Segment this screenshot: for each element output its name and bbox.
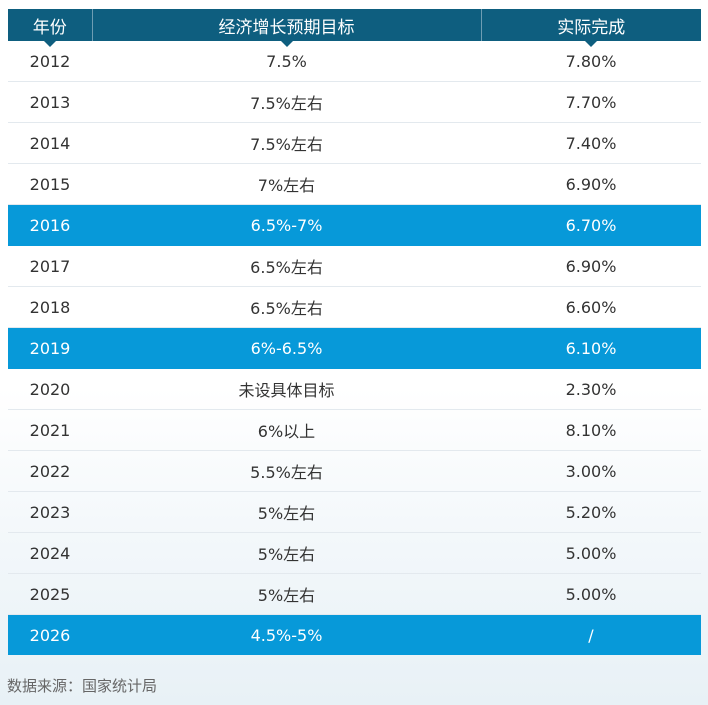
header-year-label: 年份	[32, 17, 67, 38]
growth-target-table: 年份 经济增长预期目标 实际完成 2012 7.5% 7.80% 2013 7.5%左右…	[8, 9, 701, 655]
cell-year: 2023	[8, 491, 92, 533]
cell-year: 2021	[8, 409, 92, 451]
cell-year: 2012	[8, 41, 92, 82]
cell-year: 2022	[8, 450, 92, 492]
table-row: 2021 6%以上 8.10%	[8, 409, 701, 451]
header-actual-label: 实际完成	[557, 17, 626, 38]
table-row: 2017 6.5%左右 6.90%	[8, 245, 701, 287]
cell-actual: 7.80%	[481, 41, 701, 82]
data-table-container: 年份 经济增长预期目标 实际完成 2012 7.5% 7.80% 2013 7.5%左右…	[8, 9, 701, 655]
table-row: 2019 6%-6.5% 6.10%	[8, 327, 701, 369]
cell-target: 4.5%-5%	[92, 614, 481, 655]
cell-actual: 5.00%	[481, 573, 701, 615]
cell-actual: 5.20%	[481, 491, 701, 533]
cell-target: 5%左右	[92, 491, 481, 533]
header-notch	[585, 41, 598, 47]
cell-year: 2013	[8, 81, 92, 123]
table-row: 2016 6.5%-7% 6.70%	[8, 204, 701, 246]
cell-year: 2019	[8, 327, 92, 369]
cell-target: 6%以上	[92, 409, 481, 451]
cell-target: 7.5%左右	[92, 81, 481, 123]
table-row: 2020 未设具体目标 2.30%	[8, 368, 701, 410]
table-row: 2024 5%左右 5.00%	[8, 532, 701, 574]
table-row: 2025 5%左右 5.00%	[8, 573, 701, 615]
cell-target: 7.5%左右	[92, 122, 481, 164]
cell-actual: 3.00%	[481, 450, 701, 492]
table-row: 2015 7%左右 6.90%	[8, 163, 701, 205]
table-row: 2023 5%左右 5.20%	[8, 491, 701, 533]
cell-actual: 8.10%	[481, 409, 701, 451]
table-row: 2018 6.5%左右 6.60%	[8, 286, 701, 328]
header-actual: 实际完成	[481, 9, 701, 47]
cell-target: 7.5%	[92, 41, 481, 82]
header-year: 年份	[8, 9, 93, 47]
cell-target: 未设具体目标	[92, 368, 481, 410]
cell-year: 2016	[8, 204, 92, 246]
cell-actual: 6.90%	[481, 245, 701, 287]
cell-year: 2020	[8, 368, 92, 410]
table-body: 2012 7.5% 7.80% 2013 7.5%左右 7.70% 2014 7.5%左右 7.…	[8, 41, 701, 655]
source-note: 数据来源：国家统计局	[7, 677, 158, 695]
cell-target: 6.5%左右	[92, 286, 481, 328]
cell-year: 2017	[8, 245, 92, 287]
header-notch	[43, 41, 56, 47]
cell-actual: /	[481, 614, 701, 655]
table-header-row: 年份 经济增长预期目标 实际完成	[8, 9, 701, 47]
cell-actual: 6.90%	[481, 163, 701, 205]
cell-year: 2024	[8, 532, 92, 574]
header-notch	[280, 41, 293, 47]
cell-target: 7%左右	[92, 163, 481, 205]
cell-actual: 6.10%	[481, 327, 701, 369]
cell-year: 2014	[8, 122, 92, 164]
cell-target: 6.5%左右	[92, 245, 481, 287]
cell-target: 5%左右	[92, 532, 481, 574]
cell-target: 5%左右	[92, 573, 481, 615]
cell-year: 2015	[8, 163, 92, 205]
cell-year: 2025	[8, 573, 92, 615]
cell-year: 2018	[8, 286, 92, 328]
cell-year: 2026	[8, 614, 92, 655]
cell-actual: 7.40%	[481, 122, 701, 164]
cell-actual: 6.60%	[481, 286, 701, 328]
header-target: 经济增长预期目标	[92, 9, 482, 47]
cell-actual: 7.70%	[481, 81, 701, 123]
table-row: 2026 4.5%-5% /	[8, 614, 701, 655]
cell-target: 6.5%-7%	[92, 204, 481, 246]
table-row: 2012 7.5% 7.80%	[8, 41, 701, 82]
cell-target: 6%-6.5%	[92, 327, 481, 369]
cell-actual: 2.30%	[481, 368, 701, 410]
cell-target: 5.5%左右	[92, 450, 481, 492]
table-row: 2014 7.5%左右 7.40%	[8, 122, 701, 164]
table-row: 2013 7.5%左右 7.70%	[8, 81, 701, 123]
table-row: 2022 5.5%左右 3.00%	[8, 450, 701, 492]
cell-actual: 6.70%	[481, 204, 701, 246]
cell-actual: 5.00%	[481, 532, 701, 574]
header-target-label: 经济增长预期目标	[218, 17, 355, 38]
